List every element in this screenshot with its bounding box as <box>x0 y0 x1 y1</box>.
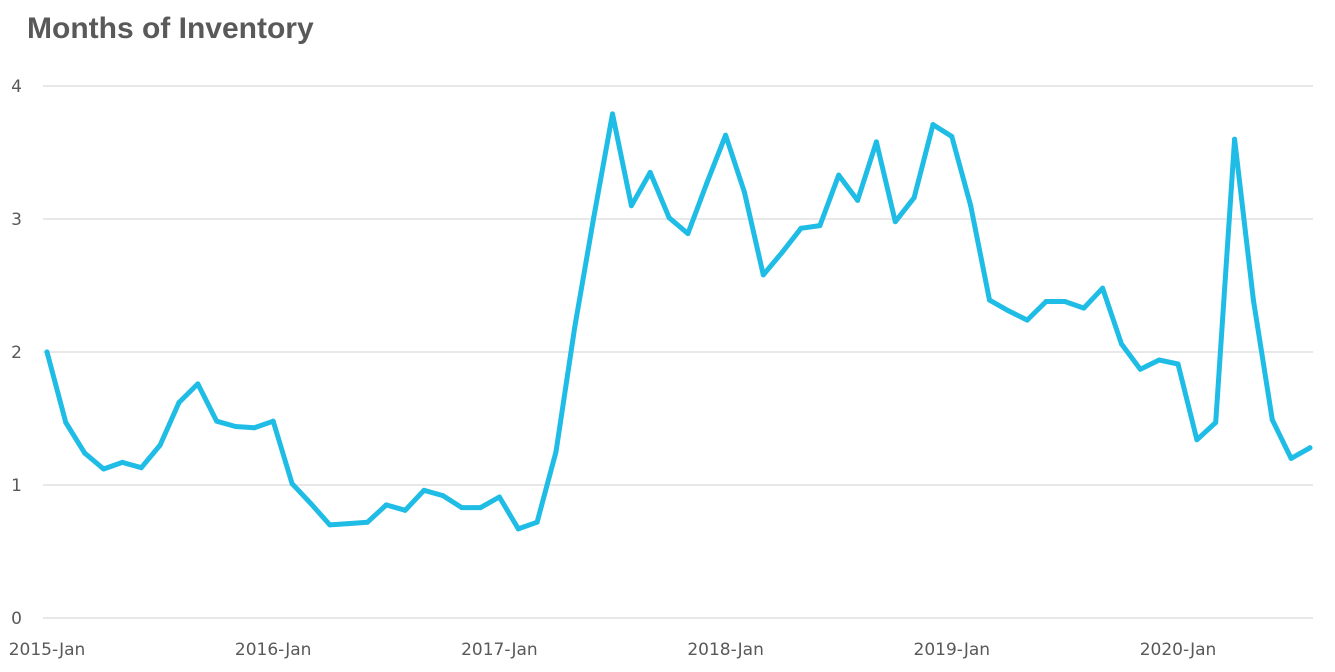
y-tick-label: 3 <box>11 210 22 230</box>
data-point <box>930 122 936 128</box>
gridlines <box>43 85 1313 619</box>
data-point <box>119 459 125 465</box>
data-point <box>873 139 879 145</box>
data-point <box>836 172 842 178</box>
data-point <box>82 450 88 456</box>
data-point <box>855 197 861 203</box>
data-point <box>402 507 408 513</box>
x-tick-label: 2020-Jan <box>1140 640 1217 660</box>
data-point <box>1307 445 1313 451</box>
data-point <box>628 203 634 209</box>
data-point <box>157 442 163 448</box>
data-point <box>817 223 823 229</box>
data-point <box>459 505 465 511</box>
series-group <box>44 111 1313 532</box>
data-point <box>1232 136 1238 142</box>
y-axis-ticks: 0 1 2 3 4 <box>11 77 22 629</box>
data-point <box>704 180 710 186</box>
data-point <box>138 465 144 471</box>
data-point <box>1043 298 1049 304</box>
data-point <box>101 466 107 472</box>
data-point <box>987 297 992 303</box>
y-tick-label: 2 <box>11 343 22 363</box>
data-point <box>1100 285 1106 291</box>
data-point <box>779 249 785 255</box>
data-point <box>572 324 578 330</box>
data-point <box>346 521 352 527</box>
data-point <box>1118 341 1124 347</box>
data-point <box>666 215 672 221</box>
data-point <box>421 487 427 493</box>
data-point <box>723 132 729 138</box>
data-point <box>610 111 615 117</box>
x-tick-label: 2017-Jan <box>461 640 538 660</box>
series-line <box>44 111 1313 532</box>
data-point <box>591 215 597 221</box>
data-point <box>760 272 766 278</box>
data-point <box>798 225 804 231</box>
data-point <box>1194 437 1200 443</box>
data-point <box>214 418 220 424</box>
data-point <box>1005 308 1011 314</box>
data-point <box>1156 357 1162 363</box>
x-axis-ticks: 2015-Jan 2016-Jan 2017-Jan 2018-Jan 2019-Jan… <box>9 640 1217 660</box>
chart-title: Months of Inventory <box>27 12 314 45</box>
data-point <box>478 505 484 511</box>
x-tick-label: 2018-Jan <box>687 640 764 660</box>
data-point <box>534 519 540 525</box>
data-point <box>440 493 446 499</box>
data-point <box>496 494 502 500</box>
data-point <box>1250 297 1256 303</box>
x-tick-label: 2016-Jan <box>235 640 312 660</box>
x-tick-label: 2019-Jan <box>914 640 991 660</box>
y-tick-label: 1 <box>11 476 22 496</box>
data-point <box>553 449 559 455</box>
data-point <box>685 231 691 237</box>
data-point <box>647 169 653 175</box>
x-tick-label: 2015-Jan <box>9 640 86 660</box>
data-point <box>1062 298 1068 304</box>
data-point <box>251 425 257 431</box>
y-tick-label: 4 <box>11 77 22 97</box>
data-point <box>195 381 201 387</box>
data-point <box>515 526 521 532</box>
data-point <box>1024 317 1030 323</box>
data-point <box>44 349 50 355</box>
data-point <box>364 519 370 525</box>
data-point <box>1137 366 1143 372</box>
data-point <box>1081 305 1087 311</box>
data-point <box>968 203 974 209</box>
data-point <box>63 419 69 425</box>
data-point <box>892 219 898 225</box>
data-point <box>176 400 182 406</box>
data-point <box>308 501 314 507</box>
data-point <box>233 423 238 429</box>
data-point <box>383 502 389 508</box>
data-point <box>911 195 917 201</box>
data-point <box>270 418 276 424</box>
data-point <box>327 522 333 528</box>
data-point <box>949 134 955 140</box>
y-tick-label: 0 <box>11 609 22 629</box>
data-point <box>289 481 295 487</box>
data-point <box>741 189 747 195</box>
data-point <box>1213 419 1219 425</box>
data-point <box>1175 361 1181 367</box>
data-point <box>1269 417 1275 423</box>
data-point <box>1288 455 1294 461</box>
